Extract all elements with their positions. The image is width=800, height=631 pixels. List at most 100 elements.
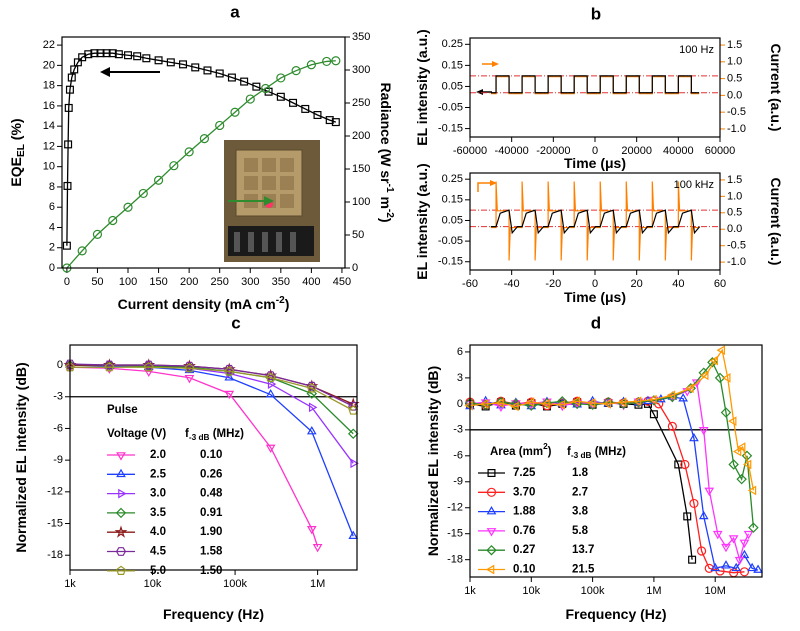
y2-axis-label-part: ) [378,218,394,223]
data-point [245,94,255,104]
series-line [490,209,701,235]
data-point [689,498,699,509]
data-point [728,535,739,544]
data-point [265,444,276,454]
panel-label: c [231,313,240,332]
legend-name: 4.0 [150,526,166,538]
data-point [721,543,731,553]
data-point [602,399,612,409]
plot-frame [61,36,346,269]
x-axis-label-part: Current density (mA cm [118,296,276,312]
y2-tick-label: 250 [352,97,370,109]
arrows [100,61,499,206]
legend-header-part: -3 dB [189,433,210,442]
legend-name: 4.5 [150,546,167,558]
data-point [753,564,763,573]
y-tick-label: -15 [47,517,63,529]
data-point [709,355,719,366]
x-tick-label: 1M [310,578,325,590]
y-tick-label: -3 [453,424,463,436]
legend-f3db: 1.8 [572,467,589,479]
y2-axis-label-part: -2 [384,209,395,218]
legend-f3db: 1.58 [200,546,223,558]
data-point [64,103,73,112]
data-point [348,530,359,540]
data-point [747,562,757,572]
x-axis-label-part: -2 [276,295,285,306]
x-tick-label: 10k [144,578,162,590]
y2-tick-label: 1.0 [727,190,742,202]
data-point [153,175,164,185]
data-point [84,50,93,59]
legend-header-part: f [567,446,571,458]
x-tick-label: 60000 [705,145,736,157]
y-tick-label: 8 [49,181,55,193]
plot-frame [469,344,763,578]
panel-label: a [230,2,240,21]
data-point [306,525,317,535]
data-point [224,364,235,374]
x-tick-label: 1M [646,585,661,597]
y-tick-label: -0.05 [438,101,463,113]
x-axis-label: Time (μs) [564,155,626,171]
data-point [739,549,750,559]
y-tick-label: 12 [43,140,55,152]
data-point [65,85,74,94]
data-point [240,77,249,86]
y-tick-label: 0.15 [442,59,463,71]
legend-f3db: 0.48 [200,488,223,500]
data-point [179,60,188,69]
y2-tick-label: 350 [352,31,370,43]
data-point [265,371,276,381]
data-point [350,458,359,469]
data-point [698,427,709,436]
series-line [490,75,700,94]
y-tick-label: 18 [43,80,55,92]
legend-f3db: 1.50 [200,565,222,577]
data-point [480,399,489,409]
data-point [347,428,359,439]
data-point [184,147,194,157]
y-axis-label-part: EL intensity (a.u.) [414,29,430,145]
legend-f3db: 13.7 [572,544,594,556]
x-tick-label: 40 [672,278,684,290]
y2-axis-label: Radiance (W sr-1 m-2) [378,82,395,222]
data-point [348,401,359,411]
data-point [721,560,731,569]
legend-marker [116,452,126,461]
y-tick-label: 4 [49,221,55,233]
legend-title-part: Area (mm [490,446,543,458]
y2-tick-label: 0.0 [727,223,742,235]
data-point [734,556,745,566]
data-point [224,366,235,376]
data-point [331,118,340,127]
x-tick-label: 0 [592,278,598,290]
y-tick-label: 22 [43,39,55,51]
y-axis-label: Normalized EL intensity (dB) [13,362,29,552]
data-point [227,73,236,82]
data-point [683,512,692,521]
data-point [728,416,737,427]
x-axis-label-part: Frequency (Hz) [163,606,264,622]
data-point [586,398,596,408]
y-tick-label: 3 [457,372,463,384]
x-axis-label: Time (μs) [564,289,626,305]
data-point [104,362,115,372]
legend-name: 3.5 [150,507,167,519]
data-point [557,396,568,407]
panel-label: b [591,4,601,23]
legend-f3db: 2.7 [572,486,588,498]
y-tick-label: -18 [447,554,463,566]
data-point [688,555,697,564]
data-point [230,107,240,117]
data-point [736,473,747,485]
y-tick-label: 10 [43,161,55,173]
data-point [571,396,580,407]
legend-name: 0.27 [513,544,535,556]
x-axis-label: Frequency (Hz) [565,606,666,622]
data-point [265,389,276,398]
y-tick-label: -0.15 [438,256,463,268]
data-point [720,407,732,418]
data-point [312,543,323,553]
